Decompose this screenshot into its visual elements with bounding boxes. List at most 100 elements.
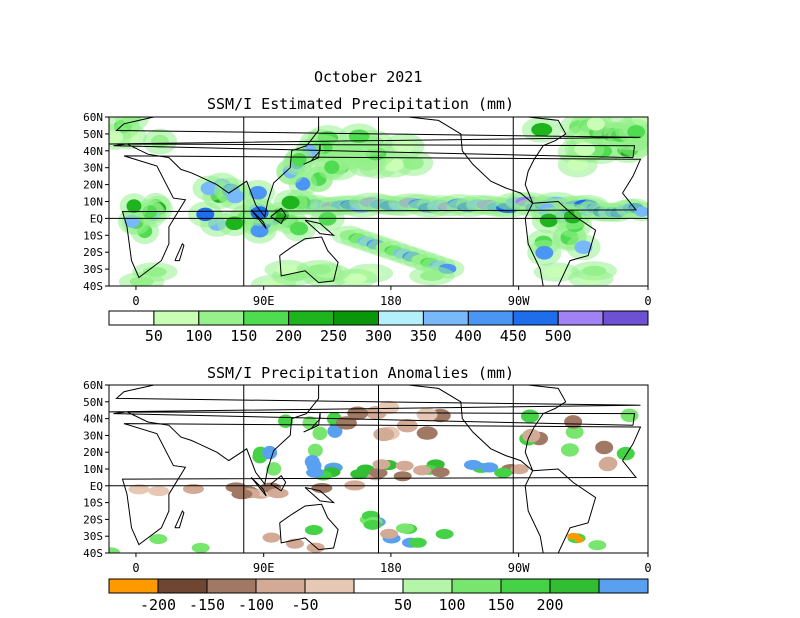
- coastline: [174, 510, 185, 529]
- chart-title-precipitation: SSM/I Estimated Precipitation (mm): [207, 95, 515, 113]
- x-tick-label: 0: [132, 294, 139, 308]
- field-cell: [416, 407, 438, 422]
- coastline: [174, 242, 185, 262]
- field-cell: [574, 240, 593, 255]
- field-cell: [281, 195, 300, 210]
- map-panel-anomalies: 60N 50N 40N 30N 20N 10N EQ 10S 20S 30S 40S 0 90E 180 9…: [83, 379, 651, 614]
- field-cell: [148, 486, 170, 497]
- x-tick-label: 180: [380, 561, 402, 575]
- field-cell: [324, 160, 340, 174]
- y-tick-label: EQ: [90, 212, 103, 225]
- field-cell: [574, 142, 596, 156]
- field-cell: [416, 426, 438, 440]
- field-cell: [522, 428, 541, 443]
- colorbar-swatch: [512, 310, 559, 326]
- y-tick-label: 20N: [83, 446, 103, 459]
- coastline: [279, 503, 339, 551]
- field-cell: [413, 465, 432, 476]
- field-cell: [395, 523, 414, 534]
- colorbar-label: 50: [145, 327, 163, 345]
- colorbar-label: 150: [487, 596, 514, 614]
- field-cell: [335, 416, 357, 430]
- field-cell: [128, 484, 150, 495]
- field-cell: [312, 426, 328, 441]
- field-cell: [129, 276, 154, 286]
- colorbar-swatch: [108, 578, 159, 594]
- coastline: [408, 117, 567, 204]
- field-cell: [588, 540, 607, 551]
- colorbar-label: 450: [500, 327, 527, 345]
- coastline: [270, 474, 287, 492]
- field-cell: [595, 440, 614, 455]
- field-cell: [372, 459, 391, 470]
- coastline: [250, 209, 267, 229]
- colorbar-swatch: [422, 310, 469, 326]
- field-cell: [250, 223, 269, 238]
- field-cell: [539, 213, 558, 228]
- field-cell: [225, 482, 247, 493]
- y-tick-label: 20N: [83, 179, 103, 192]
- coastline: [279, 236, 339, 284]
- coastline: [109, 385, 641, 486]
- y-tick-label: 60N: [83, 111, 103, 124]
- coastlines: [109, 385, 642, 553]
- field-cell: [599, 456, 618, 471]
- y-tick-label: 40N: [83, 145, 103, 158]
- field-layer: [109, 117, 648, 286]
- colorbar-label: 50: [394, 596, 412, 614]
- field-cell: [408, 537, 427, 548]
- coastline: [109, 117, 641, 218]
- colorbar-swatch: [198, 310, 245, 326]
- colorbar-swatch: [602, 310, 649, 326]
- x-tick-label: 0: [644, 294, 651, 308]
- coastline: [524, 468, 597, 553]
- colorbar-swatch: [500, 578, 551, 594]
- field-cell: [544, 267, 569, 278]
- field-cell: [327, 424, 343, 438]
- colorbar-swatch: [304, 578, 355, 594]
- field-cell: [191, 542, 210, 553]
- field-cell: [304, 455, 320, 469]
- colorbar-swatch: [108, 310, 155, 326]
- coastline: [121, 155, 642, 279]
- field-cell: [348, 129, 370, 144]
- field-cell: [226, 189, 245, 204]
- field-cell: [289, 221, 308, 236]
- field-cell: [262, 532, 281, 543]
- field-cell: [248, 186, 267, 200]
- coastline: [304, 487, 336, 504]
- field-cell: [620, 408, 639, 423]
- field-cell: [574, 536, 584, 543]
- colorbar-swatch: [598, 578, 649, 594]
- colorbar: 50 100 150 200 250 300 350 400 450 500: [108, 310, 649, 345]
- colorbar-swatch: [557, 310, 604, 326]
- colorbar-swatch: [288, 310, 335, 326]
- y-tick-label: 50N: [83, 396, 103, 409]
- field-cell: [463, 459, 482, 471]
- x-tick-label: 0: [644, 561, 651, 575]
- field-cell: [109, 547, 120, 553]
- colorbar-label: -200: [140, 596, 176, 614]
- y-tick-label: 50N: [83, 128, 103, 141]
- colorbar-label: 250: [320, 327, 347, 345]
- field-cell: [311, 482, 333, 494]
- colorbar-label: 100: [438, 596, 465, 614]
- y-tick-label: 10N: [83, 463, 103, 476]
- coastline: [303, 411, 321, 433]
- field-cell: [564, 415, 583, 429]
- colorbar-swatch: [206, 578, 257, 594]
- y-tick-label: 10S: [83, 229, 103, 242]
- y-tick-label: 10S: [83, 497, 103, 510]
- field-cell: [182, 483, 204, 494]
- field-cell: [266, 462, 282, 476]
- field-cell: [196, 207, 215, 222]
- colorbar-label: 100: [185, 327, 212, 345]
- colorbar-label: -50: [291, 596, 318, 614]
- colorbar-swatch: [402, 578, 453, 594]
- field-cell: [342, 273, 367, 284]
- colorbar-label: 200: [536, 596, 563, 614]
- field-cell: [510, 464, 529, 475]
- colorbar-label: 150: [230, 327, 257, 345]
- page-title: October 2021: [314, 68, 423, 86]
